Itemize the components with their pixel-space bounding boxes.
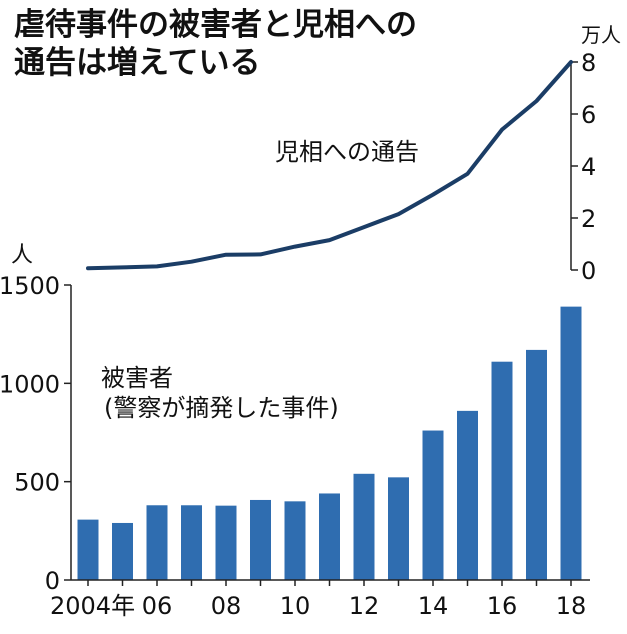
bar-2014	[422, 430, 444, 580]
bar-2010	[284, 501, 306, 580]
bar-2018	[560, 306, 582, 580]
x-axis-label-2014: 14	[418, 592, 449, 620]
x-axis-label-2008: 08	[211, 592, 242, 620]
bar-2013	[388, 477, 409, 580]
left-axis-tick-label-2: 1000	[0, 370, 60, 398]
bar-2009	[250, 499, 271, 580]
right-axis-tick-label-0: 0	[581, 257, 596, 285]
x-axis-label-2016: 16	[487, 592, 518, 620]
x-axis-label-2004: 2004年	[50, 592, 135, 620]
line-series-label: 児相への通告	[275, 138, 419, 166]
bar-series-label-line-1: 被害者	[101, 364, 173, 392]
right-axis-unit-label: 万人	[581, 23, 621, 47]
line-series-tsuukoku	[86, 60, 573, 271]
bar-series-label-line-2: (警察が摘発した事件)	[104, 394, 339, 422]
right-axis-tick-label-3: 6	[581, 101, 596, 129]
bar-2007	[181, 505, 202, 580]
bar-2012	[353, 473, 375, 580]
bar-2004	[77, 519, 99, 580]
x-axis-label-2010: 10	[280, 592, 311, 620]
bar-2011	[319, 493, 340, 580]
chart-title-line-1: 虐待事件の被害者と児相への	[14, 7, 417, 43]
x-axis-label-2006: 06	[142, 592, 173, 620]
bar-2017	[526, 349, 547, 580]
x-axis-label-2012: 12	[349, 592, 380, 620]
right-axis-tick-label-1: 2	[581, 205, 596, 233]
right-axis-tick-label-4: 8	[581, 49, 596, 77]
left-axis-tick-label-1: 500	[14, 469, 60, 497]
right-axis-tick-label-2: 4	[581, 153, 596, 181]
bar-2005	[112, 522, 133, 580]
left-axis-unit-label: 人	[11, 243, 33, 268]
bar-2008	[215, 505, 237, 580]
bar-2016	[491, 361, 513, 580]
x-axis-label-2018: 18	[556, 592, 587, 620]
bar-2006	[146, 505, 168, 580]
left-axis-tick-label-0: 0	[45, 567, 60, 595]
chart-title-line-2: 通告は増えている	[14, 45, 261, 81]
left-axis-tick-label-3: 1500	[0, 272, 60, 300]
bar-2015	[457, 410, 478, 580]
